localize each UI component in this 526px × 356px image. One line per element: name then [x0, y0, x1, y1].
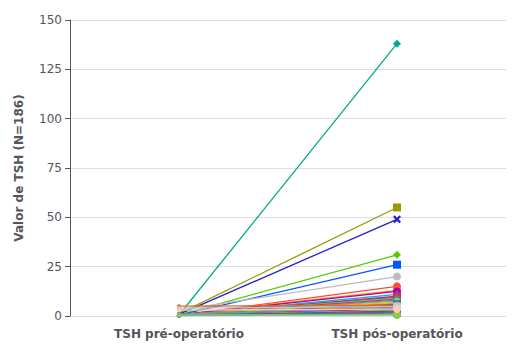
- svg-text:75: 75: [47, 161, 62, 175]
- svg-text:Valor de TSH (N=186): Valor de TSH (N=186): [12, 94, 26, 241]
- svg-text:25: 25: [47, 260, 62, 274]
- svg-text:150: 150: [39, 13, 62, 27]
- svg-text:TSH pós-operatório: TSH pós-operatório: [331, 327, 462, 341]
- svg-text:0: 0: [54, 309, 62, 323]
- svg-text:100: 100: [39, 112, 62, 126]
- svg-text:125: 125: [39, 62, 62, 76]
- svg-text:TSH pré-operatório: TSH pré-operatório: [114, 327, 244, 341]
- svg-text:50: 50: [47, 210, 62, 224]
